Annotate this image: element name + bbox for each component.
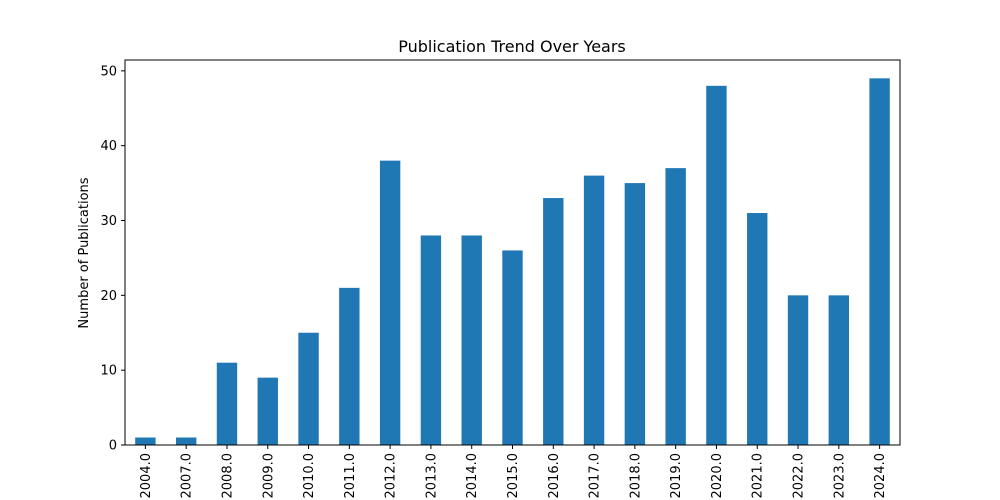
bar-2010.0 — [298, 332, 319, 445]
y-tick-label: 0 — [109, 439, 117, 454]
x-tick-label: 2015.0 — [506, 453, 521, 499]
x-tick-label: 2024.0 — [873, 453, 888, 499]
bar-2015.0 — [502, 250, 523, 445]
x-tick-label: 2013.0 — [424, 453, 439, 499]
x-tick-label: 2007.0 — [180, 453, 195, 499]
bars — [135, 78, 890, 446]
y-tick-label: 20 — [100, 289, 117, 304]
bar-2008.0 — [216, 362, 238, 445]
x-tick-label: 2014.0 — [465, 453, 480, 499]
x-tick-label: 2008.0 — [220, 453, 235, 499]
bar-2016.0 — [543, 198, 564, 445]
bar-2021.0 — [747, 213, 768, 445]
x-tick-label: 2017.0 — [588, 453, 603, 499]
bar-2020.0 — [706, 85, 727, 445]
x-tick-label: 2011.0 — [343, 453, 358, 499]
bar-2023.0 — [828, 295, 850, 445]
plot-frame — [124, 59, 901, 446]
bar-2007.0 — [175, 437, 197, 445]
x-tick-label: 2023.0 — [832, 453, 847, 499]
x-tick-label: 2022.0 — [792, 453, 807, 499]
bar-2018.0 — [624, 183, 646, 445]
bar-2004.0 — [135, 437, 156, 445]
bar-2022.0 — [787, 295, 809, 445]
x-tick-label: 2018.0 — [628, 453, 643, 499]
bar-2011.0 — [339, 287, 360, 445]
y-axis: 0 10 20 30 40 50 — [100, 64, 125, 454]
x-axis: 2004.0 2007.0 2008.0 2009.0 2010.0 2011.0 2012… — [139, 445, 888, 499]
y-axis-label: Number of Publications — [77, 177, 92, 328]
bar-2012.0 — [379, 160, 401, 445]
bar-2017.0 — [583, 175, 605, 446]
x-tick-label: 2004.0 — [139, 453, 154, 499]
y-tick-label: 40 — [100, 139, 117, 154]
x-tick-label: 2016.0 — [547, 453, 562, 499]
x-tick-label: 2009.0 — [261, 453, 276, 499]
y-tick-label: 10 — [100, 364, 117, 379]
x-tick-label: 2012.0 — [384, 453, 399, 499]
bar-2019.0 — [665, 168, 686, 445]
bar-2013.0 — [420, 235, 442, 445]
bar-2009.0 — [257, 377, 278, 445]
x-tick-label: 2020.0 — [710, 453, 725, 499]
y-tick-label: 30 — [100, 214, 117, 229]
x-tick-label: 2019.0 — [669, 453, 684, 499]
bar-2024.0 — [869, 78, 890, 445]
bar-2014.0 — [461, 235, 482, 445]
chart-title: Publication Trend Over Years — [398, 37, 626, 56]
x-tick-label: 2010.0 — [302, 453, 317, 499]
y-tick-label: 50 — [100, 64, 117, 79]
x-tick-label: 2021.0 — [751, 453, 766, 499]
